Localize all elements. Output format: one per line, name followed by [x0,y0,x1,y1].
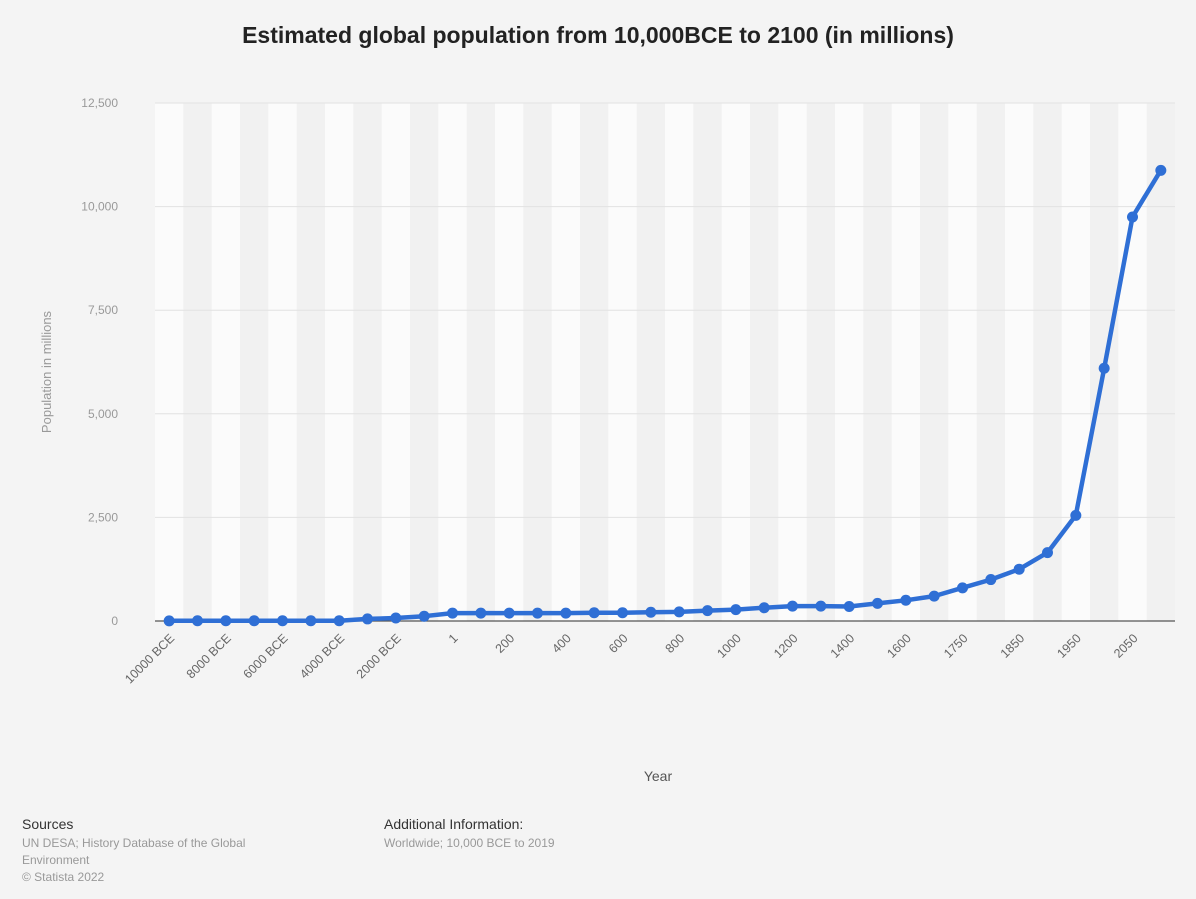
x-axis-title: Year [644,768,673,784]
sources-text-line2: Environment [22,853,90,867]
data-point [1042,547,1053,559]
additional-info-heading: Additional Information: [384,816,524,832]
data-point [957,582,968,594]
x-tick-label: 1400 [828,631,858,661]
plot-band [268,103,297,621]
data-point [843,600,855,612]
data-point [787,600,798,612]
data-point [390,612,402,624]
plot-band [778,103,807,621]
plot-band [438,103,467,621]
data-point [900,594,912,606]
y-tick-label: 5,000 [88,407,118,421]
data-point [248,615,260,627]
data-point [1127,211,1138,223]
data-point [617,607,628,619]
plot-band [325,103,354,621]
y-tick-label: 2,500 [88,510,118,524]
data-point [277,615,288,627]
sources-heading: Sources [22,816,74,832]
plot-band [211,103,240,621]
data-point [305,615,317,627]
data-point [362,613,373,625]
plot-band [1118,103,1147,621]
y-axis-title: Population in millions [39,310,54,433]
x-tick-label: 4000 BCE [297,631,347,681]
x-tick-label: 1200 [771,631,801,661]
data-point [1013,563,1025,575]
data-point [645,606,657,618]
data-point [1070,509,1082,521]
plot-band [1061,103,1090,621]
x-tick-label: 1950 [1054,631,1084,661]
data-point [220,615,232,627]
x-tick-label: 1600 [884,631,914,661]
plot-band [665,103,694,621]
sources-block: Sources UN DESA; History Database of the… [22,816,245,886]
x-tick-label: 1000 [714,631,744,661]
x-tick-label: 200 [493,631,518,656]
data-point [503,607,515,619]
x-tick-label: 400 [549,631,574,656]
y-tick-label: 0 [111,614,118,628]
additional-info-block: Additional Information: Worldwide; 10,00… [384,816,555,852]
x-tick-label: 1750 [941,631,971,661]
data-point [192,615,203,627]
x-tick-label: 2000 BCE [354,631,404,681]
sources-text-line1: UN DESA; History Database of the Global [22,836,246,850]
data-point [985,574,997,586]
y-tick-label: 12,500 [81,96,118,110]
copyright-text: © Statista 2022 [22,870,105,884]
plot-band [608,103,637,621]
plot-band [551,103,580,621]
x-tick-label: 800 [663,631,688,656]
plot-band [381,103,410,621]
x-tick-label: 600 [606,631,631,656]
data-point [928,590,940,602]
plot-band [721,103,750,621]
x-tick-label: 1 [446,631,461,646]
data-point [588,607,600,619]
data-point [758,602,770,614]
data-point [1155,164,1167,176]
data-point [702,605,713,617]
x-tick-label: 1850 [998,631,1028,661]
data-point [872,597,883,609]
data-point [475,607,487,619]
x-tick-label: 6000 BCE [240,631,290,681]
plot-band [891,103,920,621]
data-point [673,606,685,618]
x-tick-label: 2050 [1111,631,1141,661]
data-point [560,607,572,619]
data-point [418,610,430,622]
plot-band [1005,103,1034,621]
plot-band [495,103,524,621]
chart-title: Estimated global population from 10,000B… [242,22,954,48]
plot-band [835,103,864,621]
data-point [532,607,543,619]
data-point [447,607,458,619]
data-point [1098,362,1110,374]
y-tick-label: 7,500 [88,303,118,317]
plot-band [155,103,184,621]
additional-info-text: Worldwide; 10,000 BCE to 2019 [384,836,555,850]
data-point [163,615,175,627]
x-tick-label: 8000 BCE [184,631,234,681]
plot-band [948,103,977,621]
data-point [333,615,345,627]
x-tick-label: 10000 BCE [122,631,177,686]
data-point [730,604,742,616]
data-point [815,600,827,612]
y-tick-label: 10,000 [81,200,118,214]
